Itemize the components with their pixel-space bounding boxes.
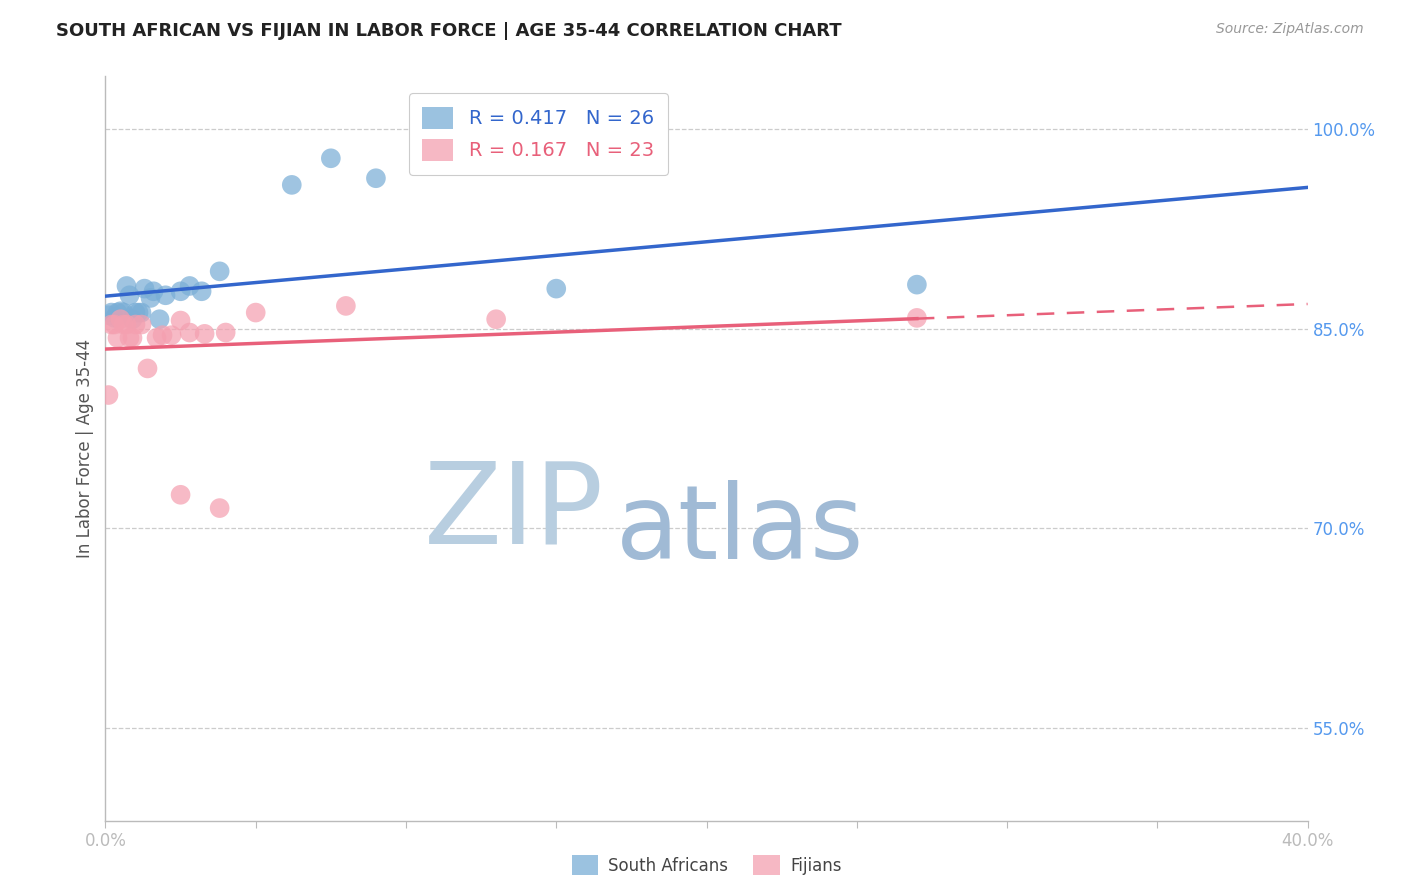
Point [546, 282, 568, 296]
Point [136, 361, 159, 376]
Point [905, 310, 928, 325]
Text: atlas: atlas [616, 480, 865, 581]
Point [115, 279, 138, 293]
Point [364, 171, 387, 186]
Point [152, 328, 174, 343]
Point [319, 151, 342, 165]
Point [134, 282, 156, 296]
Point [208, 264, 231, 278]
Point [208, 501, 231, 516]
Point [110, 312, 132, 326]
Point [107, 331, 129, 345]
Point [97, 388, 120, 402]
Point [112, 305, 135, 319]
Point [107, 305, 129, 319]
Point [179, 326, 201, 340]
Point [124, 305, 146, 319]
Point [103, 318, 125, 332]
Legend: South Africans, Fijians: South Africans, Fijians [564, 847, 849, 883]
Point [335, 299, 357, 313]
Point [112, 318, 135, 332]
Point [124, 318, 146, 332]
Point [103, 310, 125, 325]
Point [148, 312, 170, 326]
Point [142, 285, 165, 299]
Point [485, 312, 508, 326]
Point [110, 304, 132, 318]
Point [190, 285, 212, 299]
Point [100, 305, 122, 319]
Point [121, 331, 143, 345]
Point [131, 318, 153, 332]
Point [905, 277, 928, 292]
Point [169, 488, 191, 502]
Point [128, 305, 150, 319]
Point [169, 313, 191, 327]
Point [281, 178, 304, 192]
Point [245, 305, 267, 319]
Point [194, 326, 217, 341]
Point [169, 285, 191, 299]
Point [131, 305, 153, 319]
Point [155, 288, 177, 302]
Point [118, 331, 141, 345]
Point [214, 326, 236, 340]
Point [115, 318, 138, 332]
Point [139, 291, 162, 305]
Text: SOUTH AFRICAN VS FIJIAN IN LABOR FORCE | AGE 35-44 CORRELATION CHART: SOUTH AFRICAN VS FIJIAN IN LABOR FORCE |… [56, 22, 842, 40]
Text: ZIP: ZIP [425, 456, 605, 567]
Point [145, 331, 167, 345]
Y-axis label: In Labor Force | Age 35-44: In Labor Force | Age 35-44 [76, 339, 94, 558]
Point [160, 328, 183, 343]
Point [100, 318, 122, 332]
Text: Source: ZipAtlas.com: Source: ZipAtlas.com [1216, 22, 1364, 37]
Point [97, 308, 120, 322]
Point [118, 288, 141, 302]
Point [179, 279, 201, 293]
Point [121, 312, 143, 326]
